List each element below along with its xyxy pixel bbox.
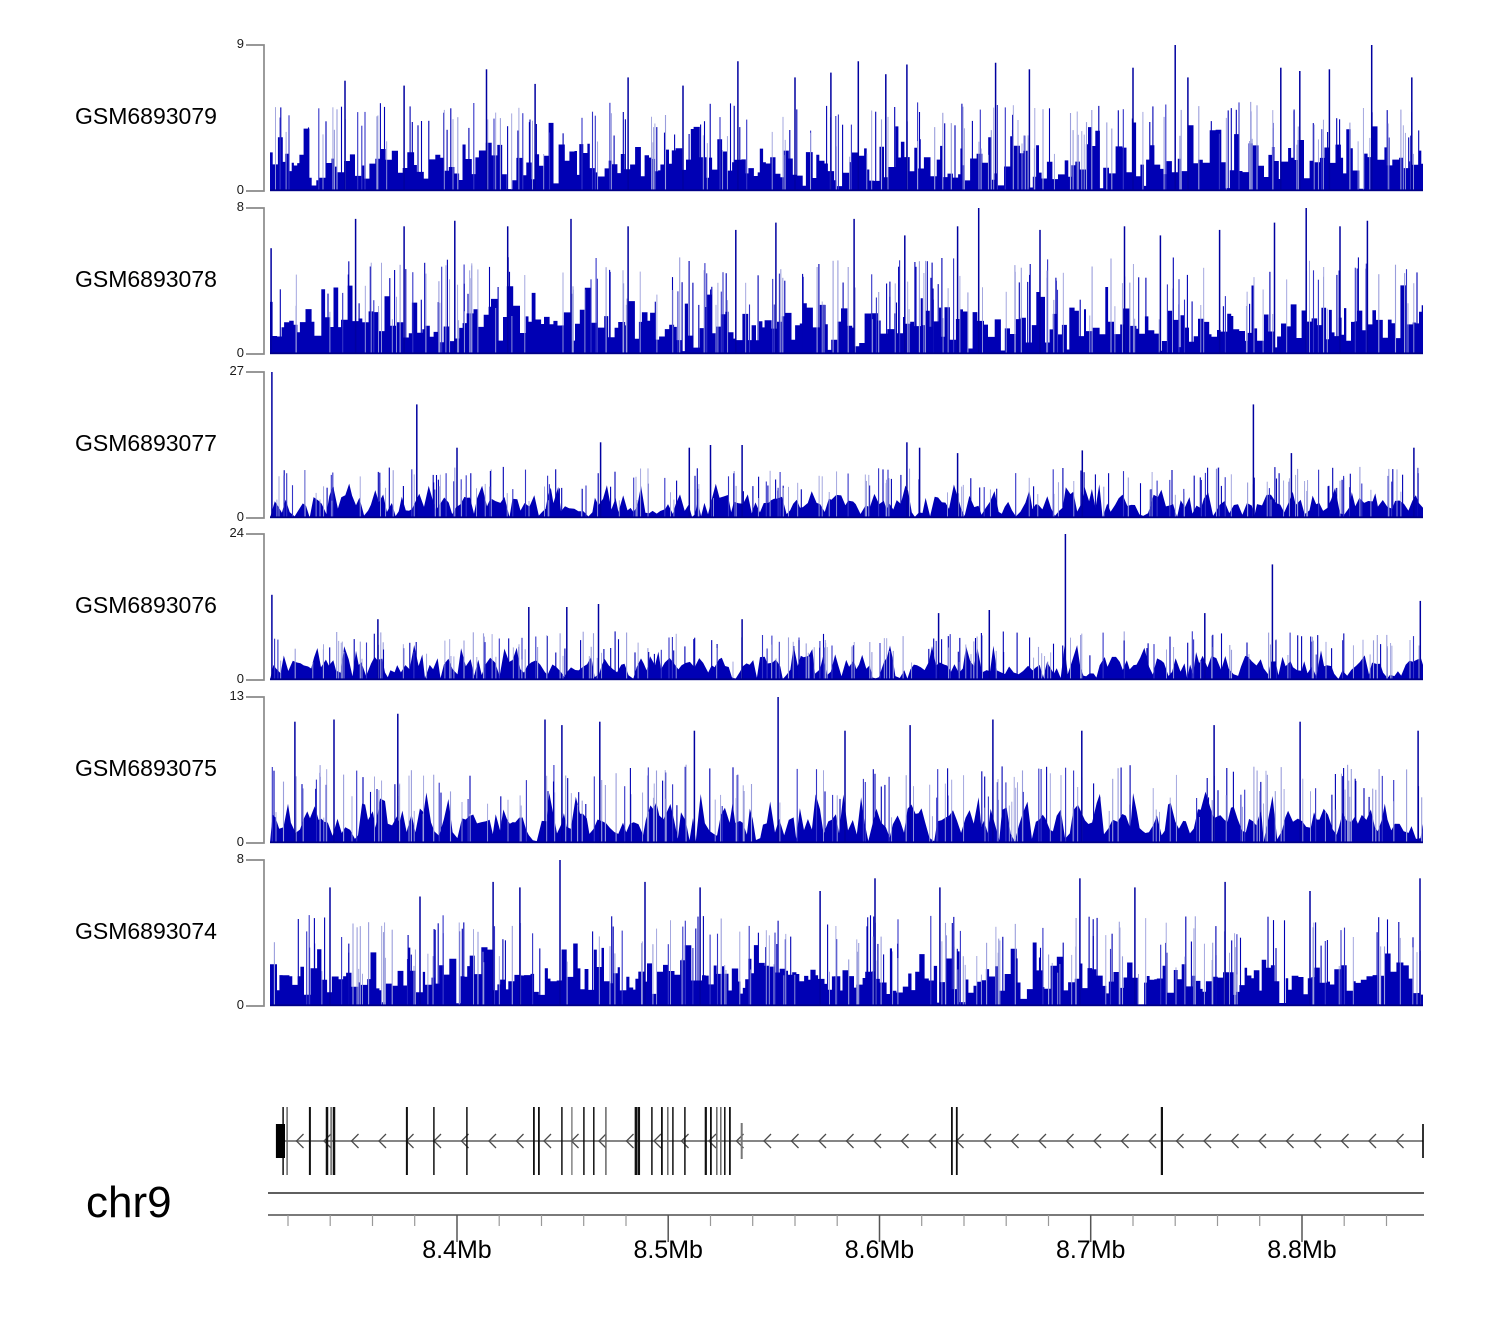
track-y-axis <box>246 207 265 355</box>
axis-tick-label: 8.7Mb <box>1055 1236 1126 1264</box>
track-y-axis <box>246 371 265 519</box>
track-label: GSM6893078 <box>75 266 217 292</box>
axis-tick-label: 8.8Mb <box>1267 1236 1337 1264</box>
track-label: GSM6893079 <box>75 103 217 129</box>
axis-tick-label: 8.4Mb <box>422 1236 492 1264</box>
track-label: GSM6893075 <box>75 755 217 781</box>
track-y-axis <box>246 533 265 681</box>
exon-marks <box>282 1107 1164 1175</box>
genome-axis-svg <box>268 1192 1424 1242</box>
coverage-track-svg <box>246 371 1423 519</box>
chromosome-label: chr9 <box>86 1178 172 1227</box>
coverage-track-svg <box>246 859 1423 1007</box>
track-y-axis <box>246 696 265 844</box>
y-axis-max-label: 24 <box>229 525 244 540</box>
y-axis-zero-label: 0 <box>236 509 244 524</box>
y-axis-max-label: 8 <box>236 851 244 866</box>
coverage-track-svg <box>246 207 1423 355</box>
y-axis-zero-label: 0 <box>236 671 244 686</box>
y-axis-max-label: 27 <box>229 363 244 378</box>
gene-model-svg <box>275 1107 1424 1175</box>
coverage-track-svg <box>246 696 1423 844</box>
coverage-bars <box>270 860 1423 1007</box>
y-axis-zero-label: 0 <box>236 182 244 197</box>
y-axis-max-label: 9 <box>236 36 244 51</box>
coverage-bars <box>270 697 1423 844</box>
y-axis-zero-label: 0 <box>236 997 244 1012</box>
coverage-track-svg <box>246 533 1423 681</box>
coverage-bars <box>270 534 1423 681</box>
axis-tick-label: 8.6Mb <box>844 1236 915 1264</box>
track-label: GSM6893077 <box>75 430 217 456</box>
y-axis-zero-label: 0 <box>236 345 244 360</box>
track-y-axis <box>246 44 265 192</box>
track-label: GSM6893074 <box>75 918 217 944</box>
axis-ticks <box>287 1215 1388 1242</box>
track-label: GSM6893076 <box>75 592 217 618</box>
y-axis-zero-label: 0 <box>236 834 244 849</box>
axis-tick-label: 8.5Mb <box>633 1236 703 1264</box>
gene-start-exon-box <box>275 1124 285 1158</box>
coverage-bars <box>270 372 1423 519</box>
y-axis-max-label: 13 <box>229 688 244 703</box>
coverage-track-svg <box>246 44 1423 192</box>
coverage-bars <box>270 45 1423 192</box>
coverage-bars <box>270 208 1423 355</box>
y-axis-max-label: 8 <box>236 199 244 214</box>
track-y-axis <box>246 859 265 1007</box>
